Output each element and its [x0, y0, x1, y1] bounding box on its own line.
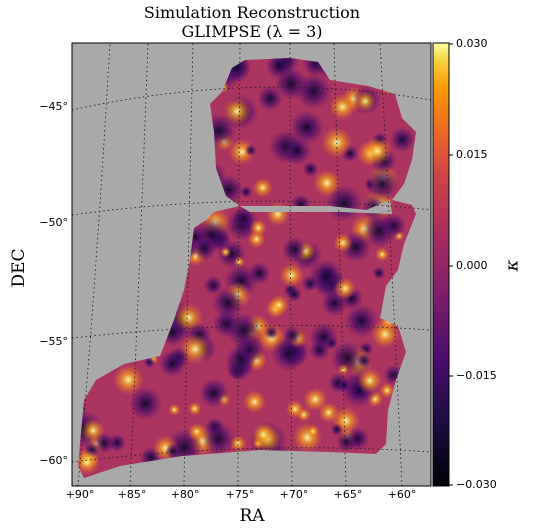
low-kappa-void [366, 167, 399, 201]
y-tick-label: −55° [39, 335, 68, 348]
high-kappa-peak [220, 246, 232, 258]
low-kappa-void [389, 126, 416, 153]
low-kappa-void [325, 184, 363, 222]
high-kappa-peak [333, 233, 353, 253]
low-kappa-void [301, 275, 319, 292]
high-kappa-peak [168, 403, 181, 416]
x-tick-label: +80° [170, 488, 200, 501]
low-kappa-void [282, 237, 307, 262]
low-kappa-void [165, 443, 182, 459]
high-kappa-peak [363, 136, 392, 166]
high-kappa-peak [265, 201, 290, 227]
chart-subtitle: GLIMPSE (λ = 3) [181, 22, 323, 41]
low-kappa-void [244, 144, 257, 157]
survey-gap [240, 200, 392, 214]
low-kappa-void [198, 378, 229, 408]
x-tick-label: +65° [333, 488, 363, 501]
low-kappa-void [211, 286, 245, 319]
low-kappa-void [283, 326, 302, 345]
high-kappa-peak [252, 177, 273, 198]
high-kappa-peak [337, 363, 350, 376]
low-kappa-void [356, 352, 372, 369]
x-axis-label: RA [239, 506, 265, 526]
low-kappa-void [302, 161, 319, 177]
low-kappa-void [226, 344, 256, 374]
colorbar-tick-label: 0.000 [456, 259, 488, 272]
y-tick-label: −45° [39, 100, 68, 113]
low-kappa-void [191, 235, 217, 261]
low-kappa-void [247, 262, 271, 285]
high-kappa-peak [242, 390, 267, 414]
colorbar-tick-label: −0.015 [456, 369, 497, 382]
high-kappa-peak [251, 422, 275, 446]
high-kappa-peak [112, 364, 144, 396]
high-kappa-peak [329, 93, 356, 121]
low-kappa-void [346, 427, 370, 451]
low-kappa-void [274, 67, 308, 101]
high-kappa-peak [375, 247, 390, 262]
high-kappa-peak [268, 294, 290, 316]
colorbar-tick-label: 0.030 [456, 37, 488, 50]
y-tick-label: −50° [39, 216, 68, 229]
low-kappa-void [330, 423, 343, 436]
x-tick-label: +60° [387, 488, 417, 501]
low-kappa-void [143, 356, 156, 369]
low-kappa-void [231, 206, 256, 230]
high-kappa-peak [233, 256, 245, 268]
low-kappa-void [264, 325, 279, 340]
low-kappa-void [361, 213, 397, 249]
low-kappa-void [201, 421, 236, 456]
high-kappa-peak [187, 422, 206, 441]
low-kappa-void [287, 287, 302, 302]
y-tick-label: −60° [39, 454, 68, 467]
high-kappa-peak [379, 382, 395, 399]
x-tick-label: +85° [117, 488, 147, 501]
low-kappa-void [372, 266, 386, 280]
colorbar-tick-label: −0.030 [456, 478, 497, 491]
colorbar [432, 42, 450, 487]
chart-title: Simulation Reconstruction [143, 3, 361, 22]
low-kappa-void [203, 275, 223, 295]
high-kappa-peak [357, 368, 383, 394]
high-kappa-peak [78, 449, 100, 476]
low-kappa-void [158, 350, 186, 378]
low-kappa-void [344, 304, 379, 338]
high-kappa-peak [249, 219, 267, 237]
high-kappa-peak [318, 402, 340, 424]
low-kappa-void [337, 378, 351, 392]
x-tick-label: +90° [65, 488, 95, 501]
low-kappa-void [128, 386, 163, 421]
y-axis-label: DEC [9, 248, 29, 288]
low-kappa-void [257, 85, 283, 112]
high-kappa-peak [279, 262, 304, 288]
low-kappa-void [325, 336, 339, 350]
high-kappa-peak [354, 90, 377, 112]
coordinate-grid [71, 42, 432, 487]
low-kappa-void [282, 136, 312, 166]
x-tick-label: +70° [279, 488, 309, 501]
high-kappa-peak [333, 277, 357, 300]
high-kappa-peak [296, 407, 311, 422]
x-tick-label: +75° [225, 488, 255, 501]
high-kappa-peak [187, 401, 202, 416]
high-kappa-peak [306, 425, 320, 438]
colorbar-ticks [449, 43, 453, 486]
colorbar-tick-label: 0.015 [456, 148, 488, 161]
plot-frame [71, 42, 432, 487]
low-kappa-void [93, 432, 115, 454]
low-kappa-void [240, 185, 253, 198]
colorbar-label: κ [501, 259, 523, 272]
